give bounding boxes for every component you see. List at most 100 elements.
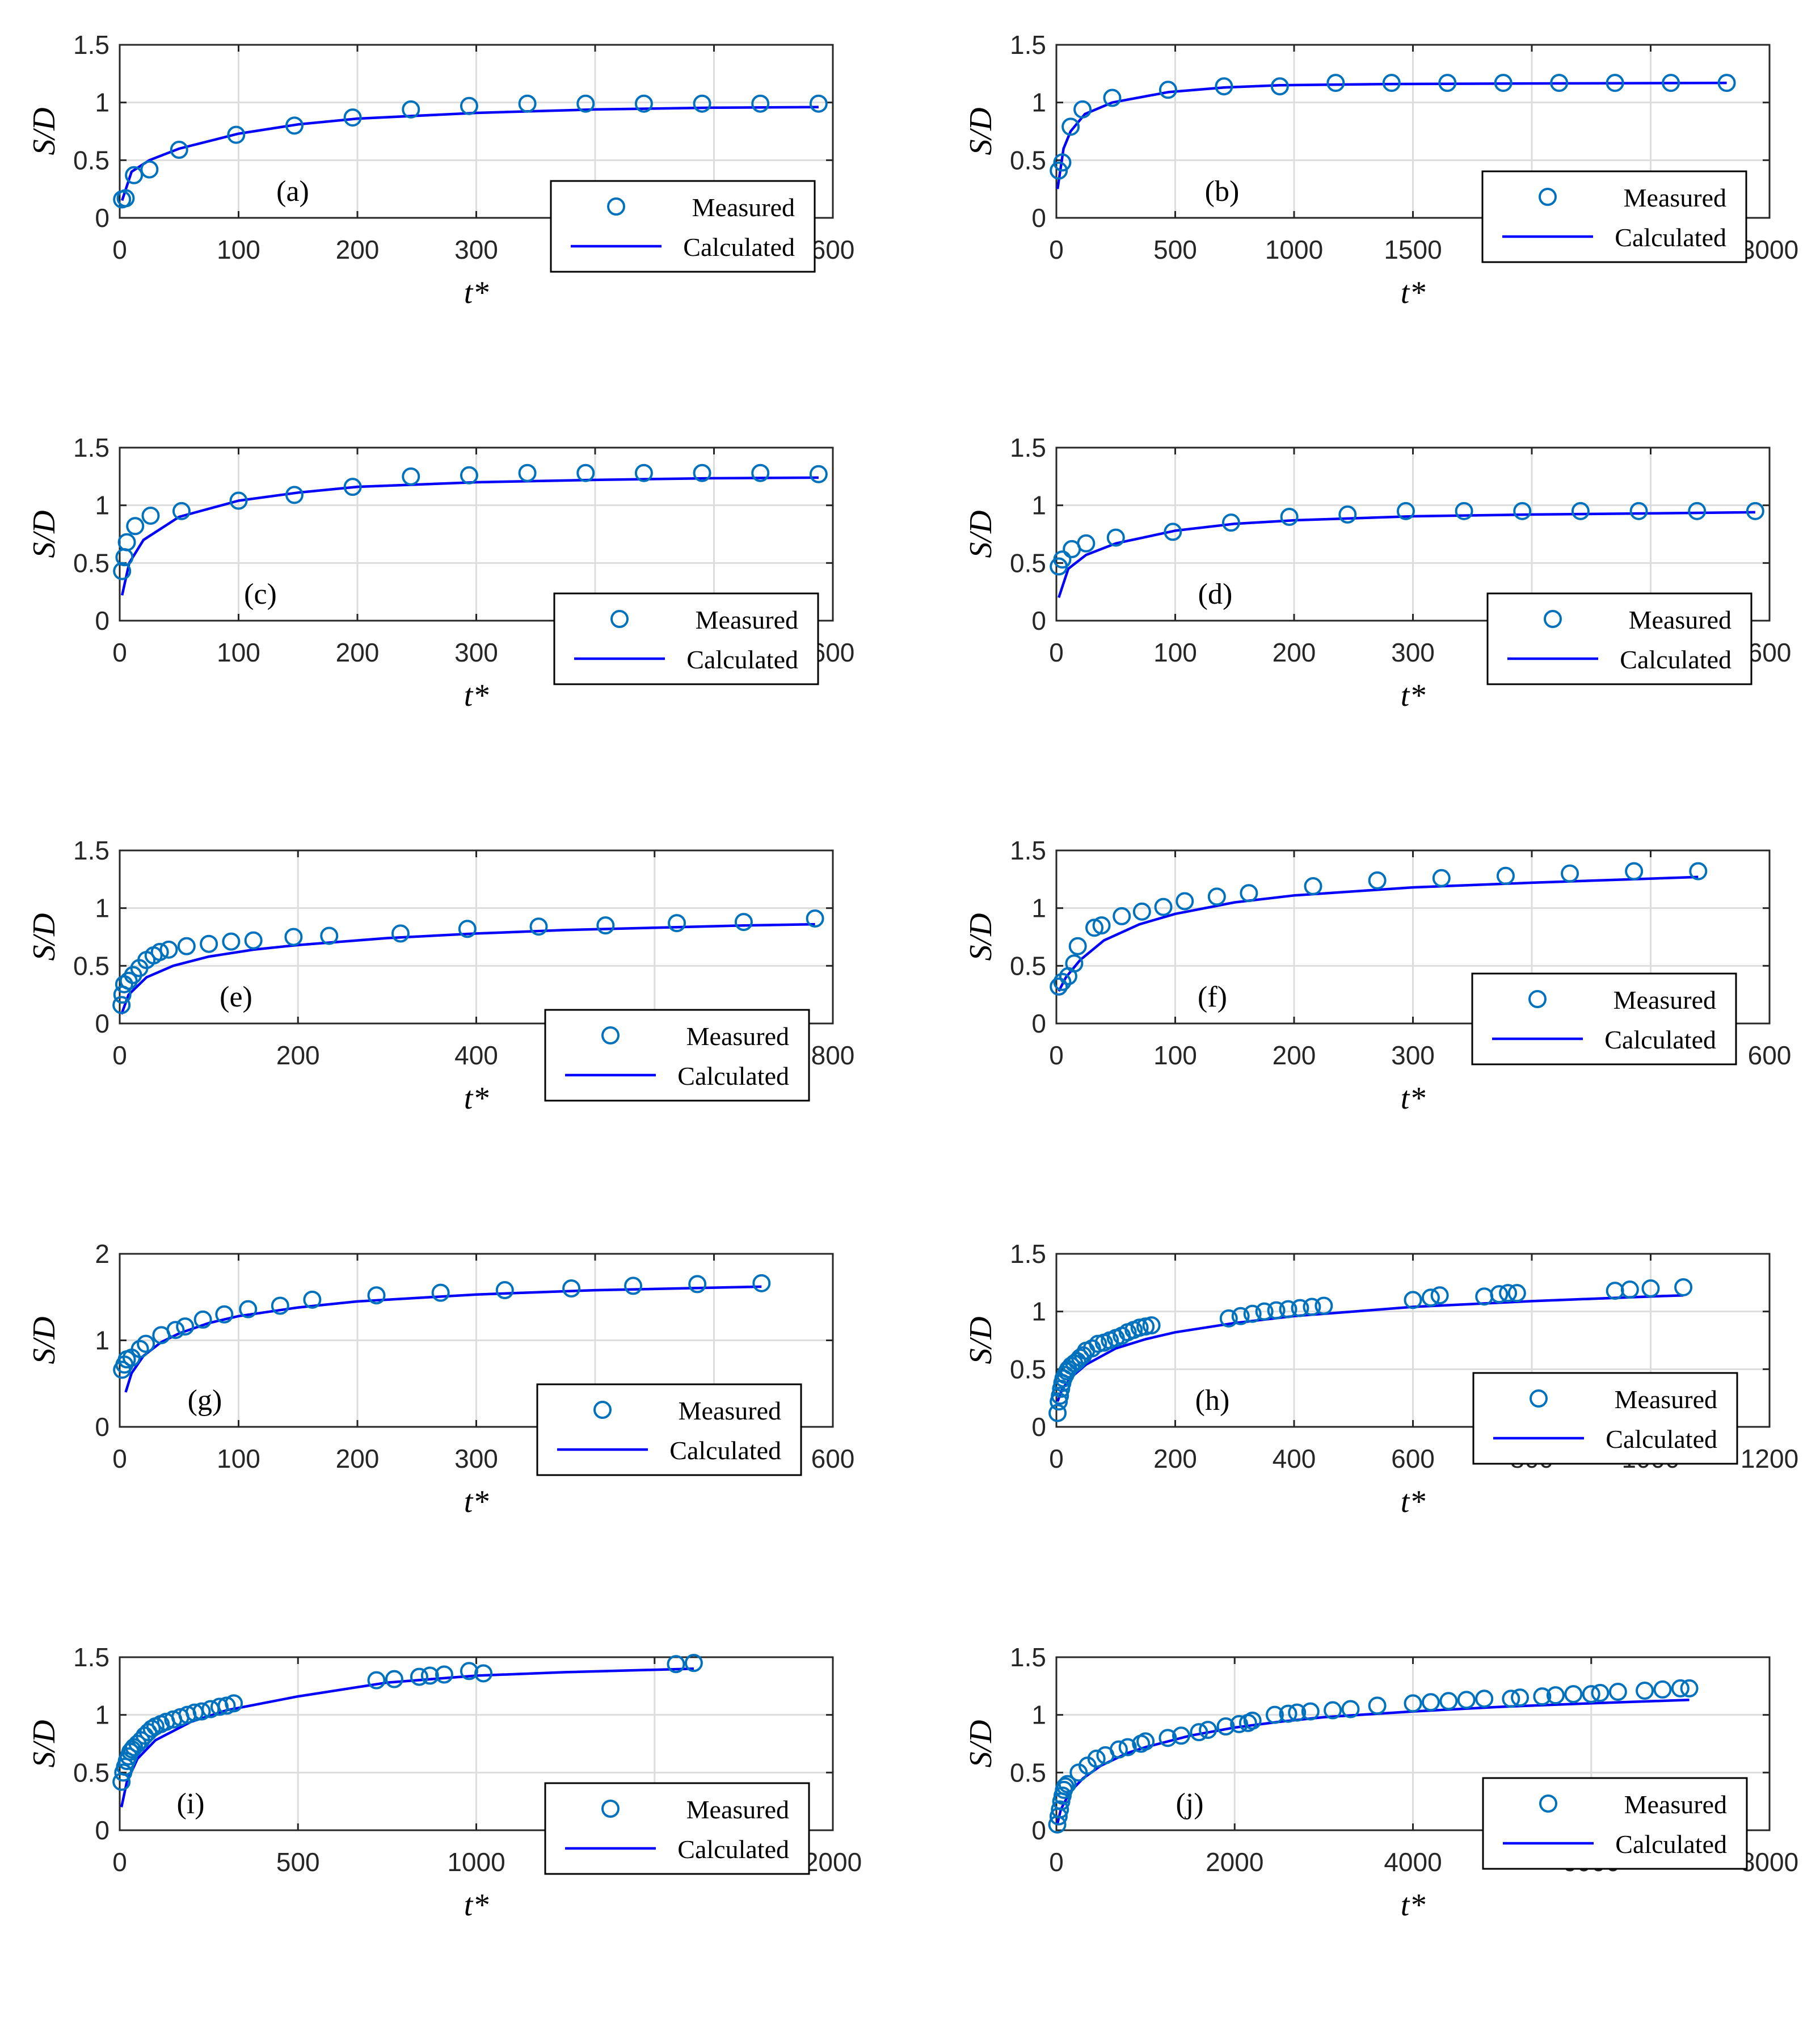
measured-point <box>1230 1715 1249 1733</box>
x-tick-label: 800 <box>811 1041 855 1070</box>
panel-f: 010020030040050060000.511.5t*S/D(f)Measu… <box>963 836 1791 1116</box>
measured-point <box>1216 1717 1235 1735</box>
panel-b: 05001000150020002500300000.511.5t*S/D(b)… <box>963 30 1798 310</box>
legend-marker-icon <box>607 197 625 216</box>
measured-point <box>1215 77 1233 96</box>
measured-point <box>166 1321 185 1339</box>
measured-point <box>1499 1284 1518 1303</box>
measured-point <box>693 464 711 482</box>
x-tick-label: 0 <box>1049 235 1064 264</box>
y-tick-label: 1 <box>1031 88 1046 117</box>
x-tick-label: 8000 <box>1741 1847 1798 1877</box>
legend-entry-calculated: Calculated <box>683 233 795 262</box>
measured-point <box>1219 1309 1238 1328</box>
y-tick-label: 1.5 <box>1010 30 1046 60</box>
legend-box <box>544 1782 810 1875</box>
measured-point <box>1513 502 1532 520</box>
panel-label: (d) <box>1198 578 1233 610</box>
measured-point <box>170 141 188 159</box>
measured-point <box>1068 1352 1086 1371</box>
measured-point <box>1475 1690 1494 1708</box>
measured-point <box>320 926 339 945</box>
measured-point <box>1050 977 1068 996</box>
calculated-line <box>120 922 815 1015</box>
y-tick-label: 0 <box>1031 1815 1046 1845</box>
panel-h: 02004006008001000120000.511.5t*S/D(h)Mea… <box>963 1239 1798 1519</box>
measured-point <box>1404 1694 1422 1713</box>
measured-point <box>1199 1721 1217 1739</box>
measured-point <box>1207 887 1226 906</box>
legend-marker-icon <box>1528 990 1547 1008</box>
legend-entry-calculated: Calculated <box>1615 1830 1727 1859</box>
y-axis-label: S/D <box>963 913 999 961</box>
measured-point <box>688 1275 707 1294</box>
y-tick-label: 0.5 <box>1010 548 1046 578</box>
x-axis-label: t* <box>464 1081 489 1116</box>
measured-point <box>1550 74 1569 92</box>
y-tick-label: 0 <box>1031 1412 1046 1442</box>
measured-point <box>1303 1298 1321 1316</box>
panel-label: (f) <box>1198 981 1227 1013</box>
legend-entry-measured: Measured <box>1613 985 1716 1014</box>
y-tick-label: 1.5 <box>73 433 109 462</box>
y-tick-label: 1.5 <box>1010 836 1046 865</box>
measured-point <box>1118 1738 1137 1756</box>
measured-point <box>1438 74 1457 92</box>
panel-e: 020040060080000.511.5t*S/D(e)MeasuredCal… <box>27 836 854 1116</box>
measured-point <box>518 94 537 113</box>
measured-point <box>343 108 362 127</box>
measured-point <box>1608 1683 1627 1701</box>
y-tick-label: 1.5 <box>1010 1642 1046 1672</box>
calculated-line <box>1058 875 1699 992</box>
x-tick-label: 1000 <box>1265 235 1323 264</box>
legend: Measured Calculated <box>553 592 819 685</box>
measured-point <box>1680 1679 1699 1697</box>
x-tick-label: 400 <box>1273 1444 1316 1473</box>
measured-point <box>624 1277 643 1295</box>
y-tick-label: 1 <box>95 491 109 520</box>
legend-entry-measured: Measured <box>1624 1790 1727 1819</box>
measured-point <box>1368 871 1387 890</box>
measured-point <box>1511 1688 1530 1707</box>
y-tick-label: 1 <box>95 88 109 117</box>
legend-entry-measured: Measured <box>1629 605 1731 634</box>
y-axis-label: S/D <box>27 108 62 155</box>
x-tick-label: 600 <box>811 1444 855 1473</box>
measured-point <box>159 940 178 959</box>
y-tick-label: 1.5 <box>73 1642 109 1672</box>
x-axis-label: t* <box>464 1484 489 1519</box>
x-axis-label: t* <box>1401 275 1426 310</box>
x-tick-label: 500 <box>276 1847 320 1877</box>
measured-point <box>140 160 159 179</box>
measured-point <box>1326 74 1345 92</box>
measured-point <box>1382 74 1401 92</box>
calculated-line <box>1058 511 1755 599</box>
measured-point <box>1092 916 1111 935</box>
measured-point <box>751 464 770 482</box>
measured-point <box>1240 884 1258 903</box>
legend: Measured Calculated <box>544 1009 810 1102</box>
x-tick-label: 600 <box>1391 1444 1435 1473</box>
measured-point <box>809 465 828 483</box>
y-tick-label: 0 <box>95 1815 109 1845</box>
x-tick-label: 100 <box>217 1444 260 1473</box>
y-tick-label: 0 <box>95 606 109 635</box>
measured-point <box>576 94 595 113</box>
x-tick-label: 0 <box>112 638 127 667</box>
measured-point <box>1625 862 1644 881</box>
y-axis-label: S/D <box>27 1317 62 1364</box>
measured-point <box>1571 502 1590 520</box>
measured-point <box>1455 502 1473 520</box>
y-axis-label: S/D <box>27 511 62 558</box>
measured-point <box>222 932 241 951</box>
measured-point <box>1085 919 1104 937</box>
y-axis-label: S/D <box>27 913 62 961</box>
measured-point <box>667 1655 685 1674</box>
measured-point <box>1176 892 1194 911</box>
measured-point <box>1231 1307 1250 1325</box>
legend-entry-calculated: Calculated <box>669 1436 781 1465</box>
measured-point <box>1564 1685 1583 1704</box>
y-axis-label: S/D <box>963 511 999 558</box>
measured-point <box>1404 1291 1422 1309</box>
x-tick-label: 600 <box>1748 638 1792 667</box>
